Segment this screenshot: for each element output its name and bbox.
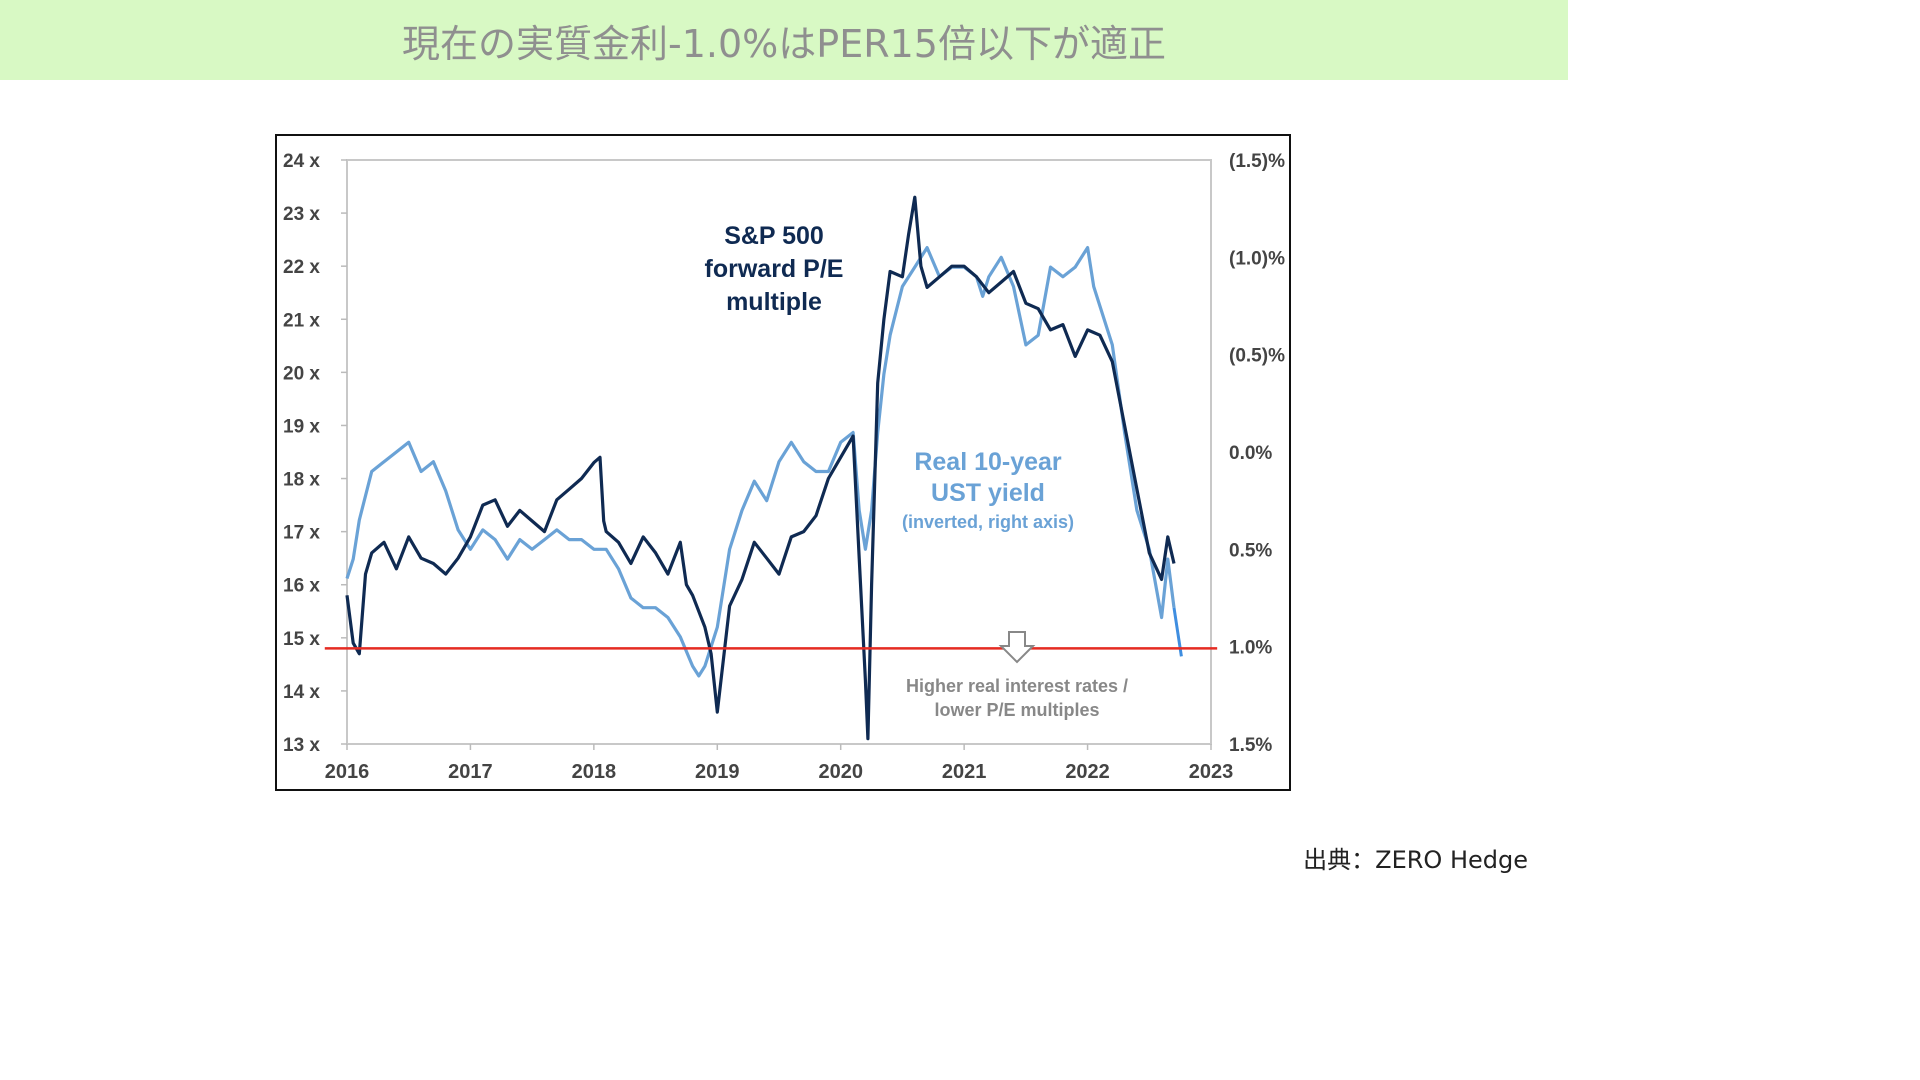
x-tick-label: 2022 (1065, 761, 1110, 783)
left-tick-label: 22 x (283, 257, 320, 278)
left-tick-label: 16 x (283, 576, 320, 597)
left-tick-label: 14 x (283, 682, 320, 703)
down-arrow-icon (998, 631, 1036, 664)
title-banner: 現在の実質金利-1.0%はPER15倍以下が適正 (0, 0, 1568, 80)
x-tick-label: 2016 (325, 761, 370, 783)
right-tick-label: 0.0% (1229, 443, 1272, 464)
left-tick-label: 24 x (283, 151, 320, 172)
left-tick-label: 19 x (283, 416, 320, 437)
left-tick-label: 13 x (283, 735, 320, 756)
annotation-pe-label: multiple (726, 288, 822, 316)
page-title: 現在の実質金利-1.0%はPER15倍以下が適正 (402, 21, 1166, 66)
annotation-yield-label: UST yield (931, 479, 1045, 507)
annotation-arrow-note: Higher real interest rates / (906, 676, 1128, 696)
right-tick-label: (0.5)% (1229, 346, 1285, 367)
x-tick-label: 2017 (448, 761, 493, 783)
series-line-pe (345, 195, 1176, 741)
left-tick-label: 20 x (283, 363, 320, 384)
x-tick-label: 2018 (572, 761, 617, 783)
plot-border (346, 159, 1212, 745)
right-tick-label: 1.5% (1229, 735, 1272, 756)
right-tick-label: 0.5% (1229, 540, 1272, 561)
left-tick-label: 18 x (283, 470, 320, 491)
chart: 24 x 23 x 22 x 21 x 20 x 19 x 18 x 17 x 16 x 15 x… (283, 151, 1285, 783)
series-line-real-yield (345, 246, 1176, 678)
left-tick-label: 21 x (283, 310, 320, 331)
annotation-pe-label: S&P 500 (724, 222, 824, 250)
x-tick-label: 2021 (942, 761, 987, 783)
right-tick-label: (1.5)% (1229, 151, 1285, 172)
left-tick-label: 17 x (283, 523, 320, 544)
x-tick-label: 2023 (1189, 761, 1234, 783)
x-tick-label: 2020 (818, 761, 863, 783)
left-tick-label: 15 x (283, 629, 320, 650)
x-tick-label: 2019 (695, 761, 740, 783)
annotation-yield-sub: (inverted, right axis) (902, 512, 1074, 532)
right-tick-label: (1.0)% (1229, 248, 1285, 269)
right-tick-label: 1.0% (1229, 638, 1272, 659)
annotation-pe-label: forward P/E (705, 255, 844, 283)
left-tick-label: 23 x (283, 204, 320, 225)
annotation-arrow-note: lower P/E multiples (934, 700, 1099, 720)
chart-frame: 24 x 23 x 22 x 21 x 20 x 19 x 18 x 17 x 16 x 15 x… (275, 134, 1291, 791)
annotation-yield-label: Real 10-year (914, 448, 1062, 476)
source-credit: 出典：ZERO Hedge (1303, 846, 1528, 874)
